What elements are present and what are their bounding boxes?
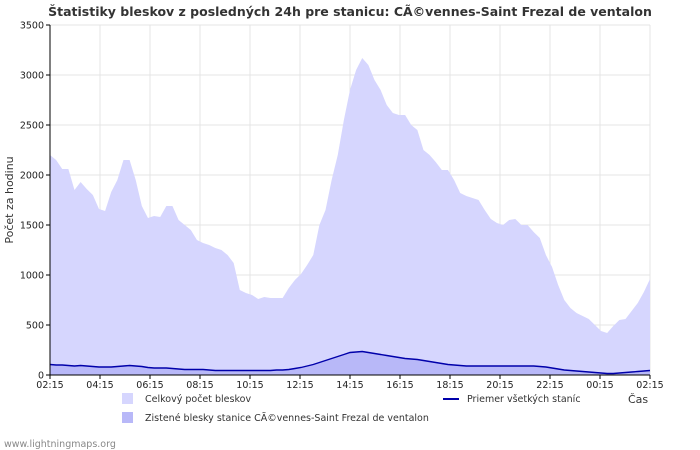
y-tick-label: 3500: [20, 21, 44, 32]
x-tick-label: 04:15: [86, 380, 113, 391]
legend-label-total: Celkový počet bleskov: [145, 394, 251, 405]
x-axis-title: Čas: [628, 393, 648, 406]
y-tick-label: 2500: [20, 121, 44, 132]
footer-credit: www.lightningmaps.org: [4, 439, 116, 450]
y-tick-label: 3000: [20, 71, 44, 82]
x-tick-label: 22:15: [536, 380, 563, 391]
x-tick-label: 08:15: [186, 380, 213, 391]
x-tick-label: 02:15: [36, 380, 63, 391]
x-tick-label: 14:15: [336, 380, 363, 391]
y-tick-labels: 0 500 1000 1500 2000 2500 3000 3500: [20, 21, 50, 382]
area-series-0: [50, 58, 650, 375]
y-tick-label: 500: [26, 321, 44, 332]
x-tick-labels: 02:15 04:15 06:15 08:15 10:15 12:15 14:15 16:15…: [36, 375, 664, 391]
data-areas: [50, 58, 650, 375]
y-tick-label: 0: [38, 371, 44, 382]
legend-swatch-total: [122, 393, 133, 404]
y-axis-title: Počet za hodinu: [3, 156, 16, 243]
legend-swatch-station: [122, 412, 133, 423]
x-tick-label: 16:15: [386, 380, 413, 391]
x-tick-label: 18:15: [436, 380, 463, 391]
y-tick-label: 2000: [20, 171, 44, 182]
legend: Celkový počet bleskov Zistené blesky sta…: [122, 393, 581, 424]
legend-label-average: Priemer všetkých staníc: [467, 394, 581, 405]
y-tick-label: 1500: [20, 221, 44, 232]
chart-title: Štatistiky bleskov z posledných 24h pre …: [48, 4, 652, 19]
data-lines: [49, 350, 651, 375]
x-tick-label: 00:15: [586, 380, 613, 391]
line-series-2: [49, 350, 651, 375]
x-tick-label: 06:15: [136, 380, 163, 391]
x-tick-label: 02:15: [636, 380, 663, 391]
x-tick-label: 12:15: [286, 380, 313, 391]
x-tick-label: 10:15: [236, 380, 263, 391]
legend-label-station: Zistené blesky stanice CÃ©vennes-Saint F…: [145, 413, 429, 424]
x-tick-label: 20:15: [486, 380, 513, 391]
y-tick-label: 1000: [20, 271, 44, 282]
